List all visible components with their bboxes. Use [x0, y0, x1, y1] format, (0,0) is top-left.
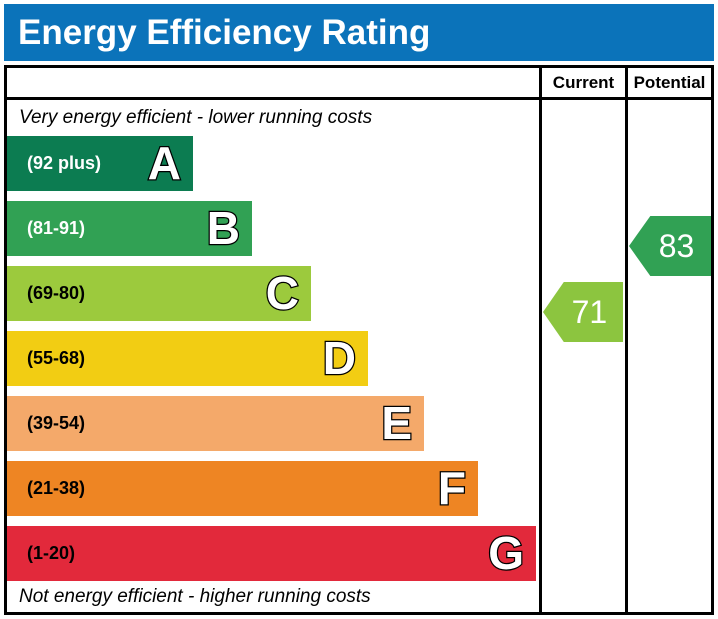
potential-rating-arrow: 83: [629, 216, 711, 276]
band-bar-c: (69-80) C: [7, 266, 311, 321]
band-range-label: (1-20): [27, 543, 76, 563]
band-range-label: (69-80): [27, 283, 86, 303]
potential-column-header: Potential: [633, 72, 706, 92]
potential-rating-value: 83: [658, 227, 695, 264]
band-letter: B: [206, 201, 242, 256]
band-bar-d: (55-68) D: [7, 331, 368, 386]
band-letter: C: [265, 266, 301, 321]
rating-table: Current Potential Very energy efficient …: [4, 65, 714, 615]
band-range-label: (55-68): [27, 348, 86, 368]
band-chart-area: Very energy efficient - lower running co…: [7, 100, 539, 612]
header-current-cell: Current: [539, 68, 625, 100]
band-bar-e: (39-54) E: [7, 396, 424, 451]
current-rating-value: 71: [571, 293, 608, 330]
title-bar: Energy Efficiency Rating: [4, 4, 714, 61]
band-bar-f: (21-38) F: [7, 461, 478, 516]
band-letter: G: [487, 526, 525, 581]
page-title: Energy Efficiency Rating: [18, 12, 431, 52]
current-rating-arrow: 71: [543, 282, 623, 342]
band-range-label: (92 plus): [27, 153, 102, 173]
header-main-cell: [7, 68, 539, 100]
band-letter: D: [322, 331, 358, 386]
band-letter: E: [380, 396, 413, 451]
band-row-f: (21-38) F: [7, 461, 539, 516]
bottom-note: Not energy efficient - higher running co…: [19, 585, 371, 607]
current-column-header: Current: [552, 72, 615, 92]
band-bar-g: (1-20) G: [7, 526, 536, 581]
band-range-label: (81-91): [27, 218, 86, 238]
band-row-g: (1-20) G: [7, 526, 539, 581]
band-row-d: (55-68) D: [7, 331, 539, 386]
band-row-c: (69-80) C: [7, 266, 539, 321]
current-column: 71: [539, 100, 625, 612]
band-range-label: (21-38): [27, 478, 86, 498]
top-note: Very energy efficient - lower running co…: [19, 107, 373, 128]
potential-column: 83: [625, 100, 711, 612]
band-bar-a: (92 plus) A: [7, 136, 193, 191]
band-row-e: (39-54) E: [7, 396, 539, 451]
band-letter: A: [147, 136, 183, 191]
band-range-label: (39-54): [27, 413, 86, 433]
band-row-a: (92 plus) A: [7, 136, 539, 191]
band-bar-b: (81-91) B: [7, 201, 252, 256]
band-row-b: (81-91) B: [7, 201, 539, 256]
band-letter: F: [437, 461, 468, 516]
header-potential-cell: Potential: [625, 68, 711, 100]
